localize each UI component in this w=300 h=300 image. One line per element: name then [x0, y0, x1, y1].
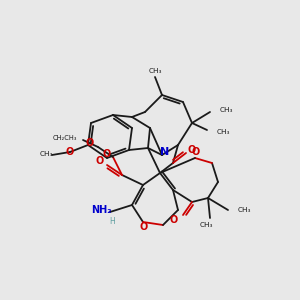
Text: O: O — [96, 156, 104, 166]
Text: O: O — [140, 222, 148, 232]
Text: N: N — [160, 147, 169, 157]
Text: O: O — [86, 138, 94, 148]
Text: CH₂CH₃: CH₂CH₃ — [52, 135, 77, 141]
Text: CH₃: CH₃ — [217, 129, 230, 135]
Text: O: O — [103, 149, 111, 159]
Text: H: H — [109, 217, 115, 226]
Text: CH₃: CH₃ — [238, 207, 251, 213]
Text: O: O — [192, 147, 200, 157]
Text: O: O — [188, 145, 196, 155]
Text: O: O — [66, 147, 74, 157]
Text: CH₃: CH₃ — [39, 151, 53, 157]
Text: CH₃: CH₃ — [220, 107, 233, 113]
Text: CH₃: CH₃ — [199, 222, 213, 228]
Text: O: O — [170, 215, 178, 225]
Text: CH₃: CH₃ — [148, 68, 162, 74]
Text: NH₂: NH₂ — [91, 205, 111, 215]
